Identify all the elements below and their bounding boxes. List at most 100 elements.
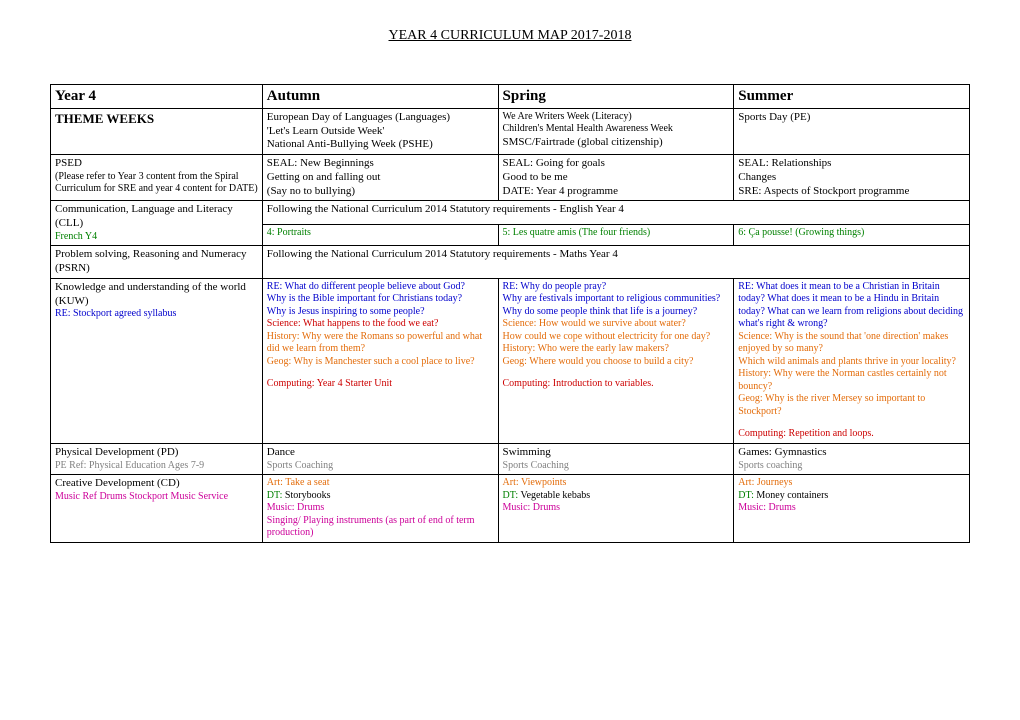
cell-line: 'Let's Learn Outside Week' xyxy=(267,125,494,139)
cell-line: Singing/ Playing instruments (as part of… xyxy=(267,515,494,540)
cell-line: SRE: Aspects of Stockport programme xyxy=(738,185,965,199)
dt-value: Vegetable kebabs xyxy=(518,490,590,501)
dt-label: DT: xyxy=(267,490,283,501)
cll-label-cell: Communication, Language and Literacy (CL… xyxy=(51,201,263,246)
cll-spring: 5: Les quatre amis (The four friends) xyxy=(498,224,734,246)
psrn-label: Problem solving, Reasoning and Numeracy … xyxy=(51,246,263,279)
cell-line: PSED xyxy=(55,157,258,171)
cell-line: Why is the Bible important for Christian… xyxy=(267,293,494,306)
cell-line: Art: Journeys xyxy=(738,477,965,490)
cell-line: RE: Stockport agreed syllabus xyxy=(55,308,258,321)
cell-line: Getting on and falling out xyxy=(267,171,494,185)
cell-line: Dance xyxy=(267,446,494,460)
kuw-autumn: RE: What do different people believe abo… xyxy=(262,278,498,443)
cell-line: National Anti-Bullying Week (PSHE) xyxy=(267,138,494,152)
cell-line: PE Ref: Physical Education Ages 7-9 xyxy=(55,460,258,473)
cell-line: Sports Day (PE) xyxy=(738,111,965,125)
theme-spring: We Are Writers Week (Literacy) Children'… xyxy=(498,108,734,154)
psed-summer: SEAL: Relationships Changes SRE: Aspects… xyxy=(734,155,970,201)
cell-line: SEAL: New Beginnings xyxy=(267,157,494,171)
pd-spring: Swimming Sports Coaching xyxy=(498,443,734,474)
header-year: Year 4 xyxy=(51,85,263,109)
cell-line: Music: Drums xyxy=(267,502,494,515)
cell-line: Geog: Why is Manchester such a cool plac… xyxy=(267,356,494,369)
cell-line: Computing: Year 4 Starter Unit xyxy=(267,378,494,391)
table-row: Problem solving, Reasoning and Numeracy … xyxy=(51,246,970,279)
cell-line: Sports Coaching xyxy=(503,460,730,473)
kuw-label-cell: Knowledge and understanding of the world… xyxy=(51,278,263,443)
cell-line: DT: Money containers xyxy=(738,490,965,503)
cd-autumn: Art: Take a seat DT: Storybooks Music: D… xyxy=(262,475,498,543)
cell-line: RE: Why do people pray? xyxy=(503,281,730,294)
cell-line: Sports coaching xyxy=(738,460,965,473)
cell-line: Computing: Introduction to variables. xyxy=(503,378,730,391)
cell-line: Why is Jesus inspiring to some people? xyxy=(267,306,494,319)
cell-line: DT: Vegetable kebabs xyxy=(503,490,730,503)
cell-line: Computing: Repetition and loops. xyxy=(738,428,965,441)
cell-line: History: Who were the early law makers? xyxy=(503,343,730,356)
cell-line: Science: How would we survive about wate… xyxy=(503,318,730,331)
dt-value: Money containers xyxy=(754,490,828,501)
cell-line: Good to be me xyxy=(503,171,730,185)
cell-line: SEAL: Going for goals xyxy=(503,157,730,171)
cell-line: Science: Why is the sound that 'one dire… xyxy=(738,331,965,356)
psrn-span: Following the National Curriculum 2014 S… xyxy=(262,246,969,279)
cell-line: Children's Mental Health Awareness Week xyxy=(503,123,730,136)
psed-spring: SEAL: Going for goals Good to be me DATE… xyxy=(498,155,734,201)
cell-line: Communication, Language and Literacy (CL… xyxy=(55,203,258,231)
pd-autumn: Dance Sports Coaching xyxy=(262,443,498,474)
cell-line: Why do some people think that life is a … xyxy=(503,306,730,319)
cd-summer: Art: Journeys DT: Money containers Music… xyxy=(734,475,970,543)
psed-autumn: SEAL: New Beginnings Getting on and fall… xyxy=(262,155,498,201)
cell-line: History: Why were the Norman castles cer… xyxy=(738,368,965,393)
table-row: Year 4 Autumn Spring Summer xyxy=(51,85,970,109)
cell-line: Games: Gymnastics xyxy=(738,446,965,460)
cell-line: (Please refer to Year 3 content from the… xyxy=(55,171,258,196)
theme-label-cell: THEME WEEKS xyxy=(51,108,263,154)
table-row: THEME WEEKS European Day of Languages (L… xyxy=(51,108,970,154)
dt-label: DT: xyxy=(503,490,519,501)
cell-line: DT: Storybooks xyxy=(267,490,494,503)
table-row: Communication, Language and Literacy (CL… xyxy=(51,201,970,224)
cell-line: (Say no to bullying) xyxy=(267,185,494,199)
dt-label: DT: xyxy=(738,490,754,501)
cell-line: French Y4 xyxy=(55,231,258,244)
cell-line: Knowledge and understanding of the world… xyxy=(55,281,258,309)
dt-value: Storybooks xyxy=(282,490,330,501)
header-summer: Summer xyxy=(734,85,970,109)
table-row: Physical Development (PD) PE Ref: Physic… xyxy=(51,443,970,474)
cell-line: Why are festivals important to religious… xyxy=(503,293,730,306)
table-row: Creative Development (CD) Music Ref Drum… xyxy=(51,475,970,543)
header-spring: Spring xyxy=(498,85,734,109)
cell-line: Art: Viewpoints xyxy=(503,477,730,490)
cell-line: Which wild animals and plants thrive in … xyxy=(738,356,965,369)
cell-line: How could we cope without electricity fo… xyxy=(503,331,730,344)
cell-line: Science: What happens to the food we eat… xyxy=(267,318,494,331)
psed-label-cell: PSED (Please refer to Year 3 content fro… xyxy=(51,155,263,201)
theme-summer: Sports Day (PE) xyxy=(734,108,970,154)
cll-summer: 6: Ça pousse! (Growing things) xyxy=(734,224,970,246)
cell-line: Physical Development (PD) xyxy=(55,446,258,460)
cell-line: Creative Development (CD) xyxy=(55,477,258,491)
cell-line: Sports Coaching xyxy=(267,460,494,473)
cell-line: Art: Take a seat xyxy=(267,477,494,490)
cll-autumn: 4: Portraits xyxy=(262,224,498,246)
cell-line: Geog: Why is the river Mersey so importa… xyxy=(738,393,965,418)
kuw-summer: RE: What does it mean to be a Christian … xyxy=(734,278,970,443)
kuw-spring: RE: Why do people pray? Why are festival… xyxy=(498,278,734,443)
cell-line: Swimming xyxy=(503,446,730,460)
cd-label-cell: Creative Development (CD) Music Ref Drum… xyxy=(51,475,263,543)
cell-line: DATE: Year 4 programme xyxy=(503,185,730,199)
table-row: Knowledge and understanding of the world… xyxy=(51,278,970,443)
cell-line: History: Why were the Romans so powerful… xyxy=(267,331,494,356)
cell-line: SEAL: Relationships xyxy=(738,157,965,171)
pd-label-cell: Physical Development (PD) PE Ref: Physic… xyxy=(51,443,263,474)
cell-line: SMSC/Fairtrade (global citizenship) xyxy=(503,136,730,150)
cell-line: Music: Drums xyxy=(738,502,965,515)
cell-line: RE: What do different people believe abo… xyxy=(267,281,494,294)
theme-label: THEME WEEKS xyxy=(55,111,154,126)
cell-line: European Day of Languages (Languages) xyxy=(267,111,494,125)
cell-line: Geog: Where would you choose to build a … xyxy=(503,356,730,369)
page-title: YEAR 4 CURRICULUM MAP 2017-2018 xyxy=(50,28,970,44)
table-row: PSED (Please refer to Year 3 content fro… xyxy=(51,155,970,201)
